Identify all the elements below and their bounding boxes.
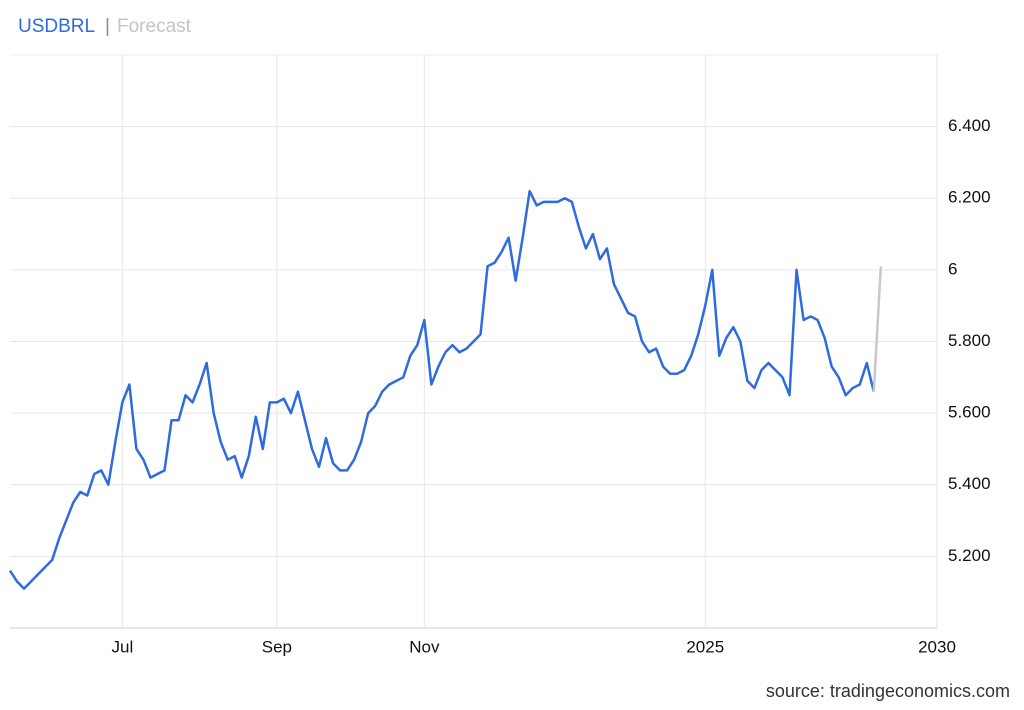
y-tick-label: 6.400 [948,116,991,135]
x-tick-label: 2025 [686,637,724,656]
x-tick-label: Jul [111,637,133,656]
series-line [872,266,883,392]
y-tick-label: 5.400 [948,474,991,493]
y-tick-label: 6 [948,259,957,278]
y-tick-label: 5.600 [948,403,991,422]
x-tick-label: 2030 [918,637,956,656]
y-tick-label: 6.200 [948,188,991,207]
x-tick-label: Nov [409,637,440,656]
series-label[interactable]: USDBRL [18,16,95,37]
series-line [8,189,876,590]
forecast-label[interactable]: Forecast [117,16,192,37]
y-tick-label: 5.200 [948,546,991,565]
y-tick-label: 5.800 [948,331,991,350]
separator: | [105,16,110,37]
source: source: tradingeconomics.com [766,681,1010,701]
x-tick-label: Sep [262,637,292,656]
